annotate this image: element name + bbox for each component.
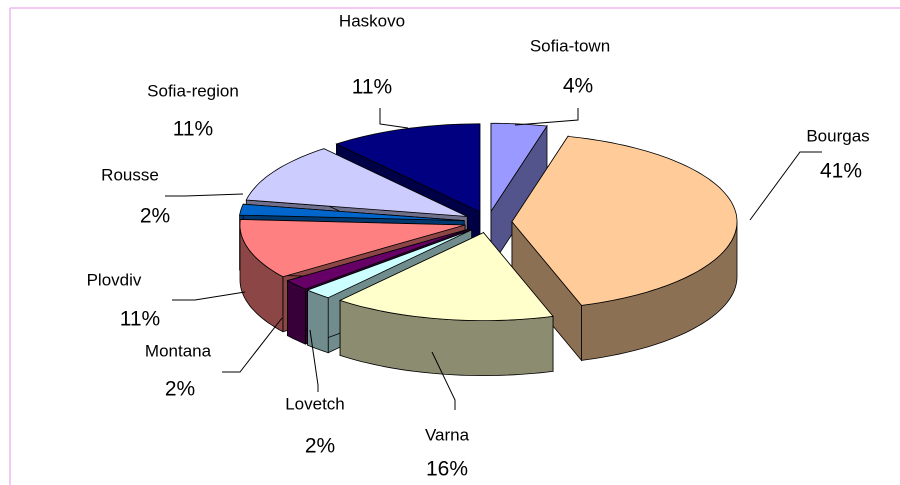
category-label: Lovetch [285,394,345,413]
slice-wall [287,279,306,345]
value-label: 4% [563,75,593,98]
value-label: 11% [173,118,213,141]
value-label: 2% [305,435,335,458]
slice [239,219,466,278]
leader-line [379,108,409,129]
slice [245,148,468,217]
slice [490,122,548,213]
category-label: Sofia-region [147,81,239,100]
category-label: Rousse [101,165,159,184]
leader-line [431,351,456,410]
leader-line [165,193,244,197]
leader-line [172,291,246,301]
category-label: Montana [145,341,212,360]
slice [335,123,481,213]
labels: Sofia-town 4% Bourgas 41% Varna 16% Lovetch 2% M… [87,11,870,480]
category-label: Bourgas [806,126,869,145]
slice [239,203,465,221]
pie [239,122,738,376]
leader-line [222,317,283,373]
slice [286,228,470,290]
value-label: 2% [140,205,170,228]
leader-line [514,108,579,126]
category-label: Varna [425,425,470,444]
category-label: Sofia-town [530,36,610,55]
value-label: 41% [820,160,862,183]
value-label: 11% [120,308,160,331]
slice [338,232,554,321]
leader-line [309,329,319,392]
slice-wall [307,289,329,354]
leader-line [749,151,822,221]
category-label: Haskovo [339,11,405,30]
slice [306,229,472,299]
slice [511,135,738,306]
value-label: 11% [352,76,392,99]
value-label: 16% [426,458,468,481]
category-label: Plovdiv [87,270,142,289]
value-label: 2% [165,378,195,401]
